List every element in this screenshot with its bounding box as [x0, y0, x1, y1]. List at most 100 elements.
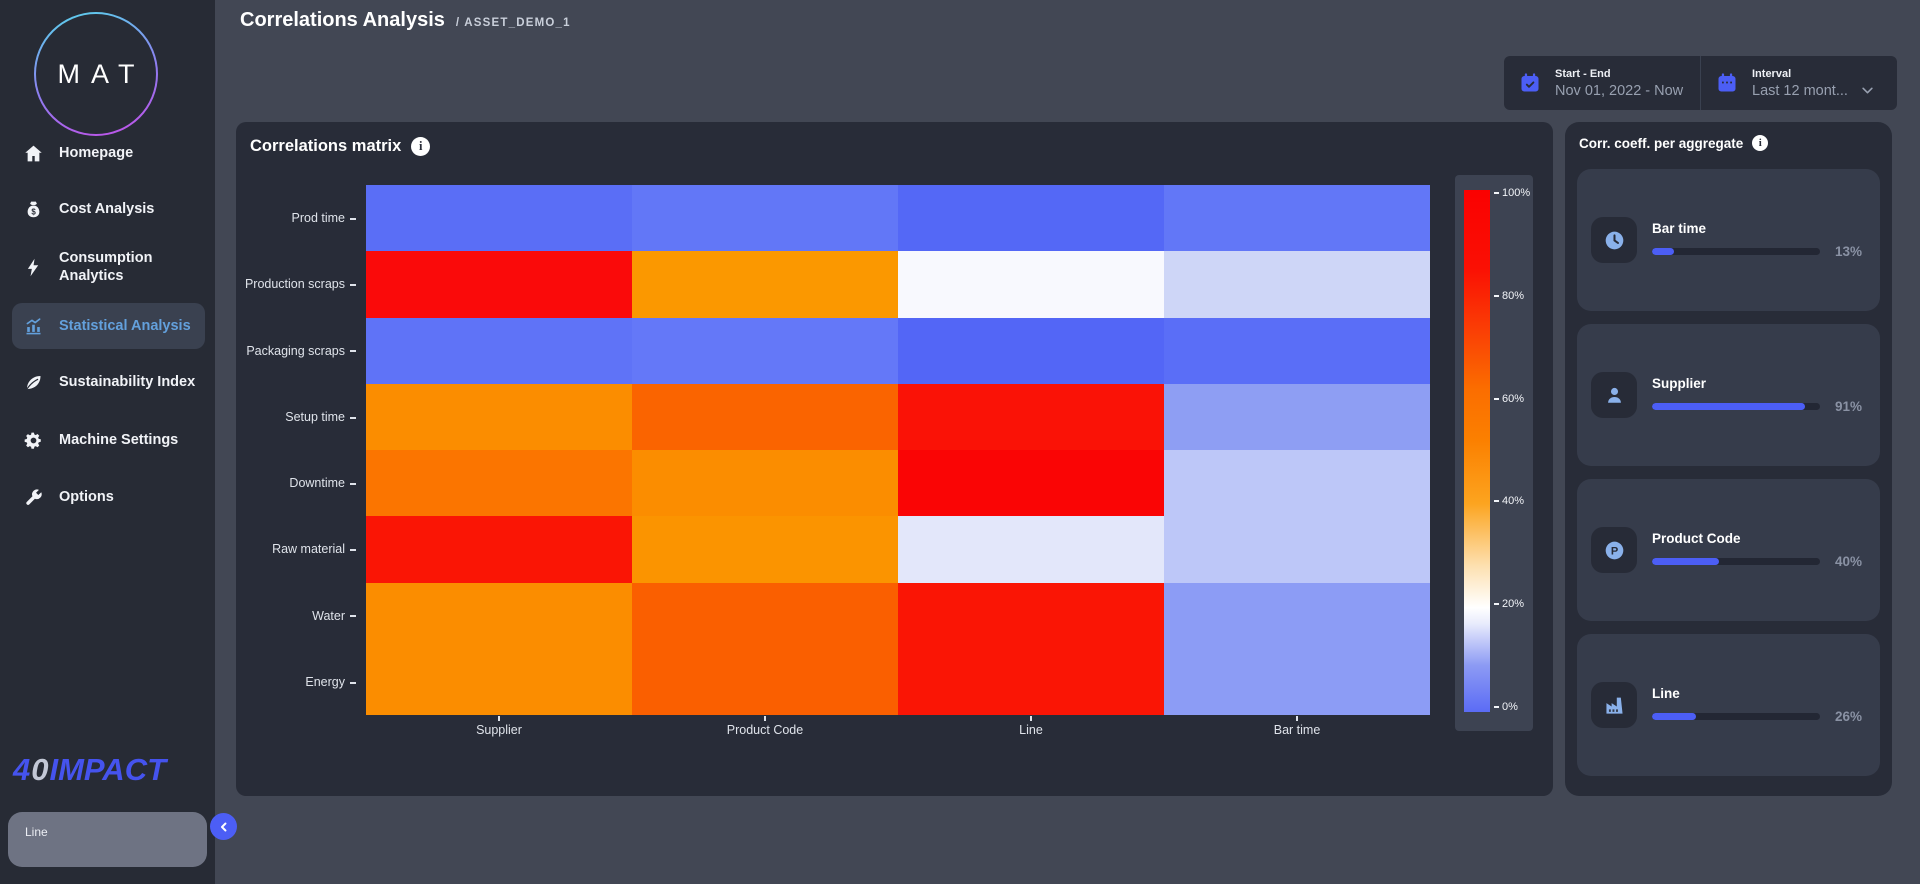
svg-text:$: $: [31, 207, 36, 216]
heatmap-cell-downtime-product-code[interactable]: [632, 450, 898, 517]
heatmap-col-tick: [1030, 716, 1032, 721]
aggregate-card-label: Line: [1652, 686, 1680, 701]
interval-filter[interactable]: Interval Last 12 mont...: [1700, 56, 1897, 110]
heatmap-cell-production-scraps-supplier[interactable]: [366, 251, 632, 318]
aggregate-card-product-code: P Product Code 40%: [1577, 479, 1880, 621]
page-header: Correlations Analysis / ASSET_DEMO_1: [240, 9, 571, 32]
heatmap-cell-downtime-supplier[interactable]: [366, 450, 632, 517]
aggregate-panel-title: Corr. coeff. per aggregate: [1579, 135, 1744, 151]
heatmap-cell-setup-time-product-code[interactable]: [632, 383, 898, 450]
colorbar-tick-label: 40%: [1494, 495, 1524, 507]
chevron-down-icon: [1860, 83, 1875, 98]
colorbar: 100% 80% 60% 40% 20% 0%: [1455, 175, 1533, 731]
colorbar-tick-label: 0%: [1494, 701, 1518, 713]
heatmap-cell-water-line[interactable]: [898, 582, 1164, 649]
heatmap-cell-prod-time-line[interactable]: [898, 185, 1164, 252]
aggregate-card-line: Line 26%: [1577, 634, 1880, 776]
product-code-icon: P: [1591, 527, 1637, 573]
heatmap-cell-production-scraps-product-code[interactable]: [632, 251, 898, 318]
heatmap-cell-production-scraps-bar-time[interactable]: [1164, 251, 1430, 318]
aggregate-card-value: 13%: [1834, 244, 1862, 259]
heatmap-row-label: Downtime: [236, 476, 356, 490]
heatmap-cell-setup-time-line[interactable]: [898, 383, 1164, 450]
heatmap-cell-raw-material-product-code[interactable]: [632, 516, 898, 583]
sidebar-item-consumption-analytics[interactable]: Consumption Analytics: [12, 237, 205, 297]
brand-4: 4: [13, 752, 31, 787]
sidebar-item-label: Sustainability Index: [59, 373, 196, 390]
heatmap-cell-energy-line[interactable]: [898, 648, 1164, 715]
colorbar-gradient: [1464, 190, 1490, 712]
heatmap-col-tick: [764, 716, 766, 721]
heatmap-cell-water-bar-time[interactable]: [1164, 582, 1430, 649]
aggregate-panel: Corr. coeff. per aggregate i Bar time 13%…: [1565, 122, 1892, 796]
correlations-matrix-panel: Correlations matrix i Prod time Productio…: [236, 122, 1553, 796]
sidebar-item-label: Homepage: [59, 144, 134, 161]
lightning-icon: [23, 257, 44, 278]
sidebar-item-statistical-analysis[interactable]: Statistical Analysis: [12, 303, 205, 349]
hover-tooltip-label: Line: [25, 825, 48, 839]
sidebar-item-machine-settings[interactable]: Machine Settings: [12, 417, 205, 463]
calendar-icon: [1715, 71, 1739, 95]
heatmap-cell-raw-material-line[interactable]: [898, 516, 1164, 583]
heatmap-cell-downtime-line[interactable]: [898, 450, 1164, 517]
heatmap-cell-prod-time-bar-time[interactable]: [1164, 185, 1430, 252]
sidebar-item-cost-analysis[interactable]: $ Cost Analysis: [12, 186, 205, 232]
progress-row: 13%: [1652, 244, 1862, 259]
sidebar-item-sustainability-index[interactable]: Sustainability Index: [12, 359, 205, 405]
heatmap-cell-downtime-bar-time[interactable]: [1164, 450, 1430, 517]
mat-logo-text: MAT: [36, 14, 156, 134]
aggregate-card-body: Line 26%: [1652, 686, 1862, 724]
sidebar-collapse-button[interactable]: [210, 813, 237, 840]
chevron-left-icon: [217, 820, 231, 834]
heatmap-row-label: Packaging scraps: [236, 344, 356, 358]
heatmap-cell-water-product-code[interactable]: [632, 582, 898, 649]
heatmap-cell-prod-time-supplier[interactable]: [366, 185, 632, 252]
heatmap-cell-energy-bar-time[interactable]: [1164, 648, 1430, 715]
aggregate-card-body: Bar time 13%: [1652, 221, 1862, 259]
heatmap-col-label: Product Code: [726, 723, 804, 737]
heatmap-cell-packaging-scraps-line[interactable]: [898, 317, 1164, 384]
info-icon[interactable]: i: [1752, 135, 1769, 151]
heatmap-cell-packaging-scraps-product-code[interactable]: [632, 317, 898, 384]
wrench-icon: [23, 487, 44, 508]
sidebar-item-label: Statistical Analysis: [59, 317, 191, 334]
factory-icon: [1591, 682, 1637, 728]
aggregate-card-label: Bar time: [1652, 221, 1707, 236]
progress-fill: [1652, 403, 1805, 410]
heatmap-cell-prod-time-product-code[interactable]: [632, 185, 898, 252]
heatmap-cell-raw-material-bar-time[interactable]: [1164, 516, 1430, 583]
interval-value: Last 12 mont...: [1752, 82, 1848, 99]
colorbar-tick-label: 20%: [1494, 598, 1524, 610]
heatmap-row-label: Setup time: [236, 410, 356, 424]
heatmap-cell-setup-time-supplier[interactable]: [366, 383, 632, 450]
progress-track: [1652, 248, 1820, 255]
heatmap-cell-water-supplier[interactable]: [366, 582, 632, 649]
start-end-filter[interactable]: Start - End Nov 01, 2022 - Now: [1504, 56, 1700, 110]
aggregate-card-body: Product Code 40%: [1652, 531, 1862, 569]
aggregate-card-body: Supplier 91%: [1652, 376, 1862, 414]
info-icon[interactable]: i: [411, 137, 431, 156]
money-bag-icon: $: [23, 199, 44, 220]
heatmap-cell-energy-product-code[interactable]: [632, 648, 898, 715]
sidebar-item-options[interactable]: Options: [12, 474, 205, 520]
hover-tooltip: Line: [8, 812, 207, 867]
matrix-panel-title: Correlations matrix: [250, 137, 402, 155]
heatmap-cell-packaging-scraps-bar-time[interactable]: [1164, 317, 1430, 384]
heatmap-row-label: Production scraps: [236, 277, 356, 291]
clock-icon: [1591, 217, 1637, 263]
breadcrumb: / ASSET_DEMO_1: [455, 17, 571, 29]
heatmap-col-label: Supplier: [476, 723, 522, 737]
heatmap-row-label: Prod time: [236, 211, 356, 225]
sidebar-item-homepage[interactable]: Homepage: [12, 130, 205, 176]
heatmap-col-tick: [498, 716, 500, 721]
mat-logo: MAT: [34, 12, 158, 136]
progress-track: [1652, 713, 1820, 720]
heatmap-cell-energy-supplier[interactable]: [366, 648, 632, 715]
progress-track: [1652, 558, 1820, 565]
gear-icon: [23, 430, 44, 451]
heatmap-cell-packaging-scraps-supplier[interactable]: [366, 317, 632, 384]
heatmap-cell-setup-time-bar-time[interactable]: [1164, 383, 1430, 450]
heatmap-cell-production-scraps-line[interactable]: [898, 251, 1164, 318]
calendar-check-icon: [1518, 71, 1542, 95]
heatmap-cell-raw-material-supplier[interactable]: [366, 516, 632, 583]
